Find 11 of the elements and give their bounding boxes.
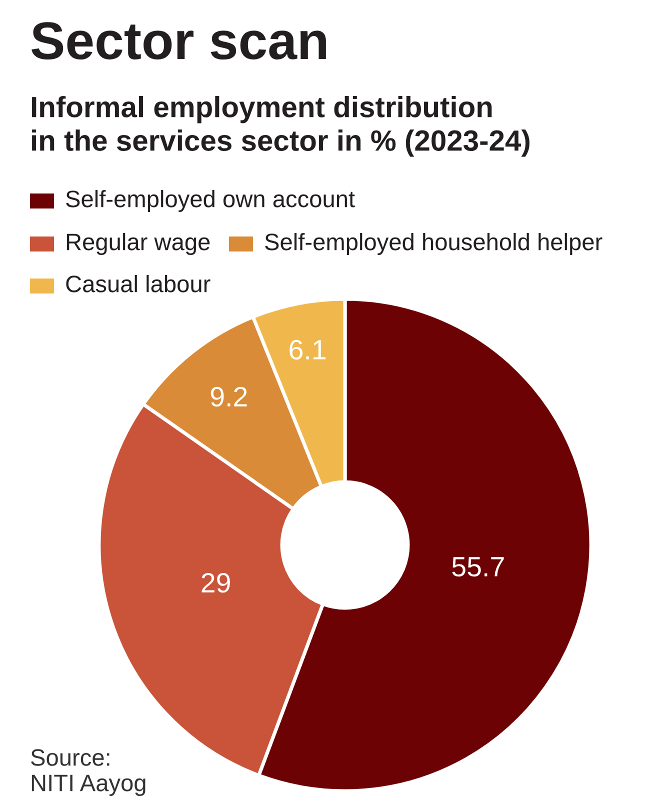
legend-label: Self-employed own account <box>66 190 355 212</box>
data-label: 55.7 <box>452 557 504 577</box>
legend-label: Self-employed household helper <box>265 232 602 256</box>
legend-label: Casual labour <box>66 274 210 292</box>
chart-subtitle: Informal employment distribution in the services sector in % (2023-24) <box>32 96 530 157</box>
data-label: 29 <box>202 572 230 593</box>
legend-label: Regular wage <box>66 232 210 256</box>
data-label: 6.1 <box>290 340 326 360</box>
chart-title: Sector scan <box>32 22 326 60</box>
data-label: 9.2 <box>210 386 247 407</box>
source-note: Source: NITI Aayog <box>31 749 146 796</box>
